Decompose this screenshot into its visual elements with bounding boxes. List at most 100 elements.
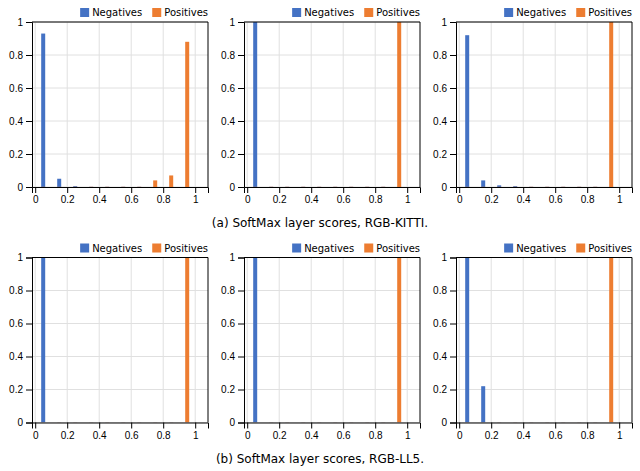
tick: 0.4	[9, 116, 32, 127]
axis-line	[33, 423, 209, 429]
bar	[529, 422, 533, 423]
tick: 0.2	[433, 149, 456, 160]
tick-label: 1	[441, 252, 447, 263]
bar	[285, 422, 289, 423]
grid-line-x	[459, 258, 460, 423]
bar	[317, 186, 321, 187]
grid-line-x	[195, 22, 196, 187]
tick: 1	[193, 423, 199, 441]
legend-item: Positives	[576, 7, 632, 18]
grid-line-x	[311, 258, 312, 423]
plot-area	[41, 34, 189, 187]
x-axis: 00.20.40.60.81	[33, 423, 209, 441]
axis-line	[245, 188, 421, 194]
tick-label: 0.6	[337, 430, 351, 441]
bar	[137, 422, 141, 423]
tick: 1	[229, 252, 244, 263]
tick: 0	[457, 187, 463, 205]
tick: 0.8	[581, 187, 595, 205]
bar	[253, 258, 257, 423]
bar	[513, 422, 517, 423]
x-axis: 00.20.40.60.81	[457, 187, 633, 205]
tick-mark	[238, 121, 244, 122]
tick-label: 0.4	[305, 194, 319, 205]
tick: 1	[229, 17, 244, 28]
frame-right	[420, 22, 421, 187]
y-axis: 00.20.40.60.81	[221, 252, 244, 428]
tick-mark	[26, 390, 32, 391]
bar	[545, 422, 549, 423]
grid-line-x	[279, 22, 280, 187]
tick-mark	[450, 324, 456, 325]
legend-label: Negatives	[516, 243, 566, 254]
tick-label: 0	[229, 182, 235, 193]
tick: 0.8	[9, 50, 32, 61]
bar	[137, 186, 141, 187]
tick: 0.4	[305, 423, 319, 441]
bar	[349, 186, 353, 187]
bar	[105, 422, 109, 423]
grid-line-y	[244, 121, 420, 122]
tick: 0.6	[337, 187, 351, 205]
tick-mark	[450, 390, 456, 391]
bar	[285, 422, 289, 423]
tick-mark	[131, 423, 132, 429]
axis-line	[450, 23, 457, 188]
bar	[169, 175, 173, 187]
tick: 0.6	[125, 423, 139, 441]
tick-label: 0.2	[485, 194, 499, 205]
grid	[32, 22, 208, 187]
tick-label: 1	[17, 252, 23, 263]
tick-mark	[619, 187, 620, 193]
bar	[285, 186, 289, 187]
legend-label: Positives	[588, 243, 632, 254]
tick-label: 1	[229, 17, 235, 28]
y-axis: 00.20.40.60.81	[9, 252, 32, 428]
bar	[169, 422, 173, 423]
tick-label: 0.8	[157, 430, 171, 441]
tick: 1	[17, 17, 32, 28]
bar	[365, 186, 369, 187]
tick-label: 1	[617, 194, 623, 205]
tick-mark	[450, 22, 456, 23]
legend-swatch	[504, 244, 513, 253]
tick-mark	[450, 423, 456, 424]
grid-line-y	[32, 55, 208, 56]
tick-mark	[311, 187, 312, 193]
tick-mark	[279, 187, 280, 193]
legend-label: Negatives	[516, 7, 566, 18]
series	[465, 258, 613, 423]
tick-label: 0.8	[221, 50, 235, 61]
tick: 0.8	[369, 423, 383, 441]
bar	[561, 186, 565, 187]
tick-label: 0.8	[9, 50, 23, 61]
tick-label: 1	[405, 430, 411, 441]
bar	[481, 186, 485, 187]
frame-right	[420, 258, 421, 423]
grid-line-y	[456, 88, 632, 89]
tick-label: 0.2	[433, 384, 447, 395]
legend-label: Negatives	[304, 7, 354, 18]
bar	[57, 186, 61, 187]
bar	[545, 186, 549, 187]
tick-label: 0	[441, 182, 447, 193]
tick-mark	[99, 423, 100, 429]
axis-line	[457, 423, 633, 429]
grid-line-x	[163, 22, 164, 187]
tick-mark	[238, 88, 244, 89]
bar	[153, 422, 157, 423]
grid-line-y	[32, 22, 208, 23]
legend-swatch	[292, 8, 301, 17]
tick-mark	[238, 55, 244, 56]
tick-mark	[238, 291, 244, 292]
grid	[456, 22, 632, 187]
tick: 0.8	[433, 285, 456, 296]
tick: 0.2	[485, 187, 499, 205]
legend-label: Negatives	[92, 243, 142, 254]
frame-right	[632, 258, 633, 423]
tick-mark	[450, 291, 456, 292]
tick: 0.2	[485, 423, 499, 441]
grid-line-x	[247, 22, 248, 187]
tick: 1	[17, 252, 32, 263]
tick-label: 0	[33, 194, 39, 205]
